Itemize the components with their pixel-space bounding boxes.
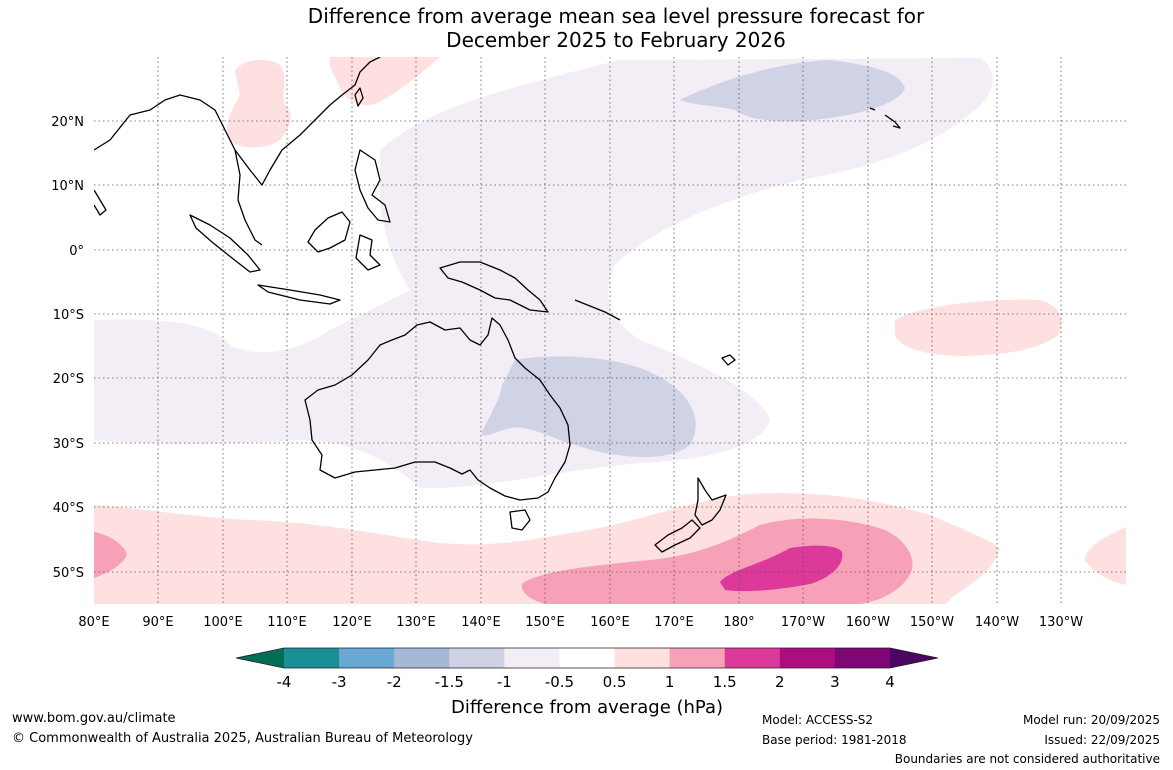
lon-tick: 90°E <box>142 615 173 630</box>
malay-peninsula-outline <box>234 149 263 246</box>
lat-tick: 30°S <box>53 437 84 452</box>
title-line-1: Difference from average mean sea level p… <box>307 4 925 28</box>
colorbar-tick-label: -1 <box>497 673 512 691</box>
colorbar-tick-label: 3 <box>830 673 840 691</box>
colorbar: -4 -3 -2 -1.5 -1 -0.5 0.5 1 1.5 2 3 4 <box>235 647 939 691</box>
lon-tick: 150°E <box>525 615 565 630</box>
colorbar-tick-label: 1 <box>665 673 675 691</box>
colorbar-segment <box>834 648 891 668</box>
colorbar-segment <box>339 648 395 668</box>
colorbar-segment <box>669 648 726 668</box>
issued-date: Issued: 22/09/2025 <box>1044 733 1160 747</box>
anomaly-region-plus-0p5-south-pacific <box>895 299 1062 356</box>
anomaly-region-plus-1-southern-ocean <box>521 518 913 604</box>
lon-tick: 160°E <box>590 615 630 630</box>
lon-tick: 110°E <box>267 615 307 630</box>
lat-tick: 20°N <box>51 115 84 130</box>
colorbar-tick-label: -1.5 <box>435 673 464 691</box>
model-name: Model: ACCESS-S2 <box>762 713 874 727</box>
anomaly-region-plus-0p5-japan <box>329 57 440 106</box>
website-link[interactable]: www.bom.gov.au/climate <box>12 711 176 726</box>
colorbar-tick-label: -2 <box>387 673 402 691</box>
lat-tick: 10°N <box>51 179 84 194</box>
colorbar-extend-low <box>236 648 284 668</box>
lon-tick: 100°E <box>203 615 243 630</box>
colorbar-segment <box>779 648 836 668</box>
fiji-outline <box>721 354 736 366</box>
colorbar-tick-label: 1.5 <box>713 673 737 691</box>
tasmania-outline <box>509 509 531 531</box>
colorbar-title: Difference from average (hPa) <box>451 697 723 718</box>
title-line-2: December 2025 to February 2026 <box>446 28 786 52</box>
lat-tick: 10°S <box>53 308 84 323</box>
new-guinea-outline <box>439 261 549 313</box>
lon-tick: 80°E <box>78 615 109 630</box>
latitude-labels: 20°N 10°N 0° 10°S 20°S 30°S 40°S 50°S <box>51 115 84 581</box>
colorbar-tick-label: -4 <box>277 673 292 691</box>
lon-tick: 170°E <box>654 615 694 630</box>
taiwan-outline <box>354 87 364 107</box>
anomaly-fields <box>94 57 1126 604</box>
anomaly-region-minus-1-coral-sea <box>481 356 696 458</box>
lon-tick: 130°W <box>1039 615 1083 630</box>
lon-tick: 140°E <box>461 615 501 630</box>
graticule <box>94 57 1126 604</box>
lon-tick: 120°E <box>332 615 372 630</box>
lon-tick: 160°W <box>846 615 890 630</box>
lon-tick: 130°E <box>396 615 436 630</box>
colorbar-tick-label: 2 <box>775 673 785 691</box>
anomaly-region-plus-1p5-core <box>720 545 843 592</box>
colorbar-outline <box>235 647 939 669</box>
colorbar-tick-label: 0.5 <box>603 673 627 691</box>
anomaly-region-plus-1-west <box>94 532 127 578</box>
colorbar-segment <box>284 648 340 668</box>
lon-tick: 150°W <box>910 615 954 630</box>
colorbar-segment <box>394 648 450 668</box>
copyright-text: © Commonwealth of Australia 2025, Austra… <box>12 731 473 746</box>
sulawesi-outline <box>355 234 381 271</box>
anomaly-region-plus-0p5-asia <box>227 59 291 148</box>
coastlines <box>94 57 901 553</box>
java-outline <box>257 284 341 305</box>
longitude-labels: 80°E 90°E 100°E 110°E 120°E 130°E 140°E … <box>78 615 1083 630</box>
hawaii-outline <box>869 107 901 129</box>
colorbar-segment <box>504 648 560 668</box>
philippines-outline <box>354 149 391 223</box>
anomaly-region-minus-0p5-pacific <box>94 58 993 489</box>
lat-tick: 50°S <box>53 566 84 581</box>
anomaly-region-plus-0p5-far-east <box>1085 527 1126 585</box>
colorbar-tick-label: -3 <box>332 673 347 691</box>
colorbar-tick-label: -0.5 <box>545 673 574 691</box>
base-period: Base period: 1981-2018 <box>762 733 907 747</box>
model-run-date: Model run: 20/09/2025 <box>1022 713 1160 727</box>
australia-outline <box>304 317 571 501</box>
anomaly-region-minus-1-north-pacific <box>680 60 905 122</box>
colorbar-segment <box>724 648 781 668</box>
lon-tick: 140°W <box>975 615 1019 630</box>
mainland-asia-outline <box>94 57 381 186</box>
borneo-outline <box>307 211 351 253</box>
lat-tick: 0° <box>69 244 84 259</box>
new-zealand-outline <box>654 477 727 553</box>
lat-tick: 20°S <box>53 372 84 387</box>
colorbar-segment <box>449 648 505 668</box>
lon-tick: 180° <box>723 615 754 630</box>
lon-tick: 170°W <box>781 615 825 630</box>
boundaries-disclaimer: Boundaries are not considered authoritat… <box>894 752 1160 766</box>
sumatra-outline <box>189 214 261 273</box>
chart-title: Difference from average mean sea level p… <box>0 4 1173 52</box>
colorbar-extend-high <box>890 648 938 668</box>
colorbar-segment <box>614 648 671 668</box>
colorbar-segment <box>559 648 616 668</box>
lat-tick: 40°S <box>53 501 84 516</box>
india-tip-outline <box>94 189 107 216</box>
colorbar-tick-label: 4 <box>885 673 895 691</box>
solomon-islands-outline <box>574 299 621 321</box>
